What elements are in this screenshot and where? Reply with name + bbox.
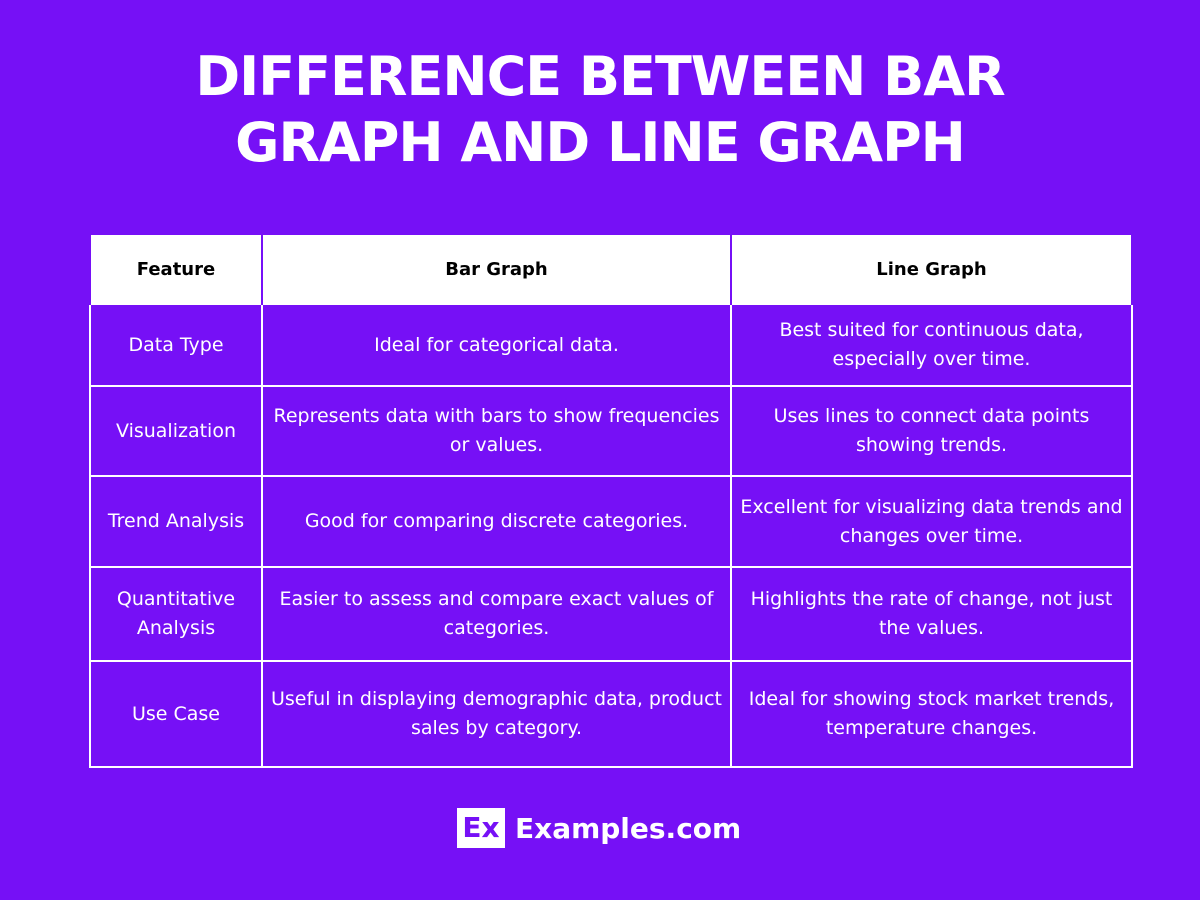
table-cell: Good for comparing discrete categories.	[261, 475, 732, 568]
table-cell: Ideal for showing stock market trends, t…	[730, 660, 1133, 768]
footer: Ex Examples.com	[457, 808, 741, 848]
column-header: Line Graph	[730, 235, 1133, 304]
column-header: Bar Graph	[261, 235, 732, 304]
column-header: Feature	[89, 235, 263, 304]
table-cell: Data Type	[89, 303, 263, 387]
header-row: Feature Bar Graph Line Graph	[89, 235, 1133, 304]
site-name: Examples.com	[515, 811, 742, 845]
table-cell: Trend Analysis	[89, 475, 263, 568]
table-cell: Ideal for categorical data.	[261, 303, 732, 387]
table-cell: Use Case	[89, 660, 263, 768]
logo-mark: Ex	[457, 808, 505, 848]
table-cell: Highlights the rate of change, not just …	[730, 566, 1133, 662]
table-row: Data Type Ideal for categorical data. Best…	[89, 303, 1133, 387]
table-cell: Uses lines to connect data points showin…	[730, 385, 1133, 477]
title: DIFFERENCE BETWEEN BAR GRAPH AND LINE GR…	[195, 45, 1005, 174]
table-cell: Excellent for visualizing data trends an…	[730, 475, 1133, 568]
table-cell: Best suited for continuous data, especia…	[730, 303, 1133, 387]
table-cell: Easier to assess and compare exact value…	[261, 566, 732, 662]
table-cell: Useful in displaying demographic data, p…	[261, 660, 732, 768]
table-row: Visualization Represents data with bars t…	[89, 385, 1133, 477]
comparison-table: Feature Bar Graph Line Graph Data Type Idea…	[89, 235, 1133, 768]
table-row: Trend Analysis Good for comparing discret…	[89, 475, 1133, 568]
table-cell: Visualization	[89, 385, 263, 477]
table-row: Quantitative Analysis Easier to assess an…	[89, 566, 1133, 662]
table-cell: Quantitative Analysis	[89, 566, 263, 662]
table-cell: Represents data with bars to show freque…	[261, 385, 732, 477]
table-row: Use Case Useful in displaying demographic…	[89, 660, 1133, 768]
